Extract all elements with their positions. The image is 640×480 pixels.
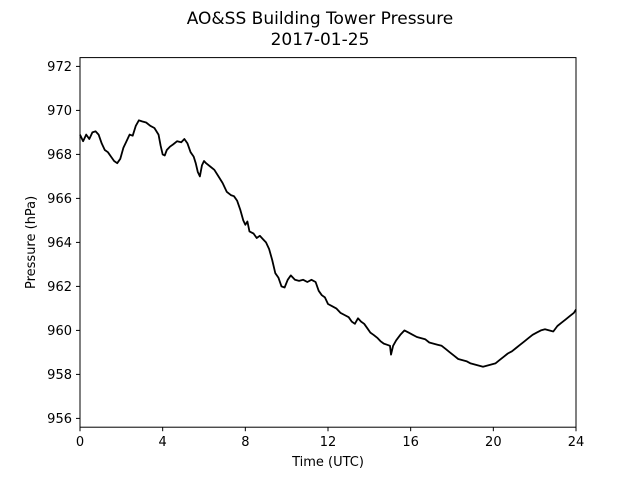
x-tick-label: 8	[241, 435, 249, 450]
x-axis-ticks: 0 4 8 12 16 20 24	[76, 427, 584, 450]
x-tick-label: 20	[485, 435, 502, 450]
y-tick-label: 956	[47, 412, 72, 427]
y-tick-label: 966	[47, 192, 72, 207]
chart-title: AO&SS Building Tower Pressure	[187, 9, 454, 29]
y-tick-label: 960	[47, 324, 72, 339]
y-tick-label: 964	[47, 236, 72, 251]
y-tick-label: 958	[47, 368, 72, 383]
y-tick-label: 970	[47, 104, 72, 119]
y-tick-label: 972	[47, 60, 72, 75]
x-tick-label: 12	[320, 435, 337, 450]
x-tick-label: 16	[402, 435, 419, 450]
y-axis-label: Pressure (hPa)	[24, 196, 39, 289]
x-tick-label: 24	[568, 435, 585, 450]
y-axis-ticks: 956 958 960 962 964 966 968 970 972	[47, 60, 80, 427]
chart-subtitle: 2017-01-25	[271, 30, 370, 50]
x-tick-label: 0	[76, 435, 84, 450]
y-tick-label: 962	[47, 280, 72, 295]
y-tick-label: 968	[47, 148, 72, 163]
plot-area-frame	[79, 57, 577, 428]
x-axis-label: Time (UTC)	[291, 455, 364, 470]
x-tick-label: 4	[159, 435, 167, 450]
pressure-series-line	[79, 119, 577, 368]
